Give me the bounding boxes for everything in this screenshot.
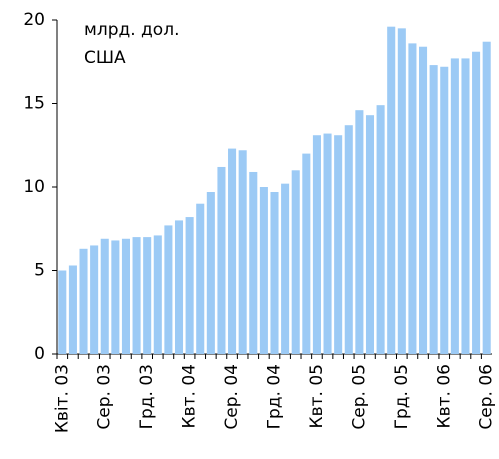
x-tick-label: Сер. 04 (222, 364, 242, 430)
x-tick-label: Квт. 05 (307, 364, 327, 428)
bar (376, 105, 385, 354)
x-tick-label: Квт. 04 (180, 364, 200, 428)
bar (344, 125, 353, 355)
bar (259, 187, 268, 354)
bar (196, 203, 205, 354)
bar (121, 238, 130, 354)
bar (132, 237, 141, 354)
annotation: США (84, 48, 126, 68)
x-tick-label: Сер. 05 (349, 364, 369, 430)
y-tick-label: 10 (23, 177, 45, 197)
bar (100, 238, 109, 354)
bar (111, 240, 120, 354)
bar (440, 66, 449, 354)
bar (228, 148, 237, 354)
bar (164, 225, 173, 354)
bar (302, 153, 311, 354)
bar (397, 28, 406, 354)
x-tick-label: Сер. 03 (95, 364, 115, 430)
annotation: млрд. дол. (84, 20, 179, 40)
bar (334, 135, 343, 354)
bar (270, 192, 279, 354)
bar (450, 58, 459, 354)
bar (472, 51, 481, 354)
bar (153, 235, 162, 354)
x-tick-label: Квт. 06 (434, 364, 454, 428)
bar (217, 166, 226, 354)
bar (429, 65, 438, 354)
bar (408, 43, 417, 354)
y-tick-label: 15 (23, 94, 45, 114)
y-tick-label: 5 (34, 261, 45, 281)
bar (143, 237, 152, 354)
bar (58, 270, 67, 354)
x-tick-label: Сер. 06 (477, 364, 497, 430)
bar (185, 217, 194, 354)
bar (174, 220, 184, 354)
x-tick-label: Грд. 05 (392, 364, 412, 429)
y-tick-label: 0 (34, 344, 45, 364)
bar (323, 133, 332, 354)
bar (419, 46, 428, 354)
bar (206, 192, 215, 354)
bar (238, 150, 247, 354)
bar (68, 265, 77, 354)
bar (90, 245, 99, 354)
x-tick-label: Грд. 03 (137, 364, 157, 429)
y-tick-label: 20 (23, 10, 45, 30)
bar (79, 248, 88, 354)
bar (281, 183, 290, 354)
x-tick-label: Квіт. 03 (52, 364, 72, 433)
bar (387, 26, 396, 355)
bar (355, 110, 364, 355)
bar (365, 115, 375, 354)
x-tick-label: Грд. 04 (265, 364, 285, 429)
bar (461, 58, 470, 354)
bar (291, 170, 300, 354)
bar (312, 135, 321, 354)
bar (249, 171, 258, 354)
bar (482, 41, 491, 355)
